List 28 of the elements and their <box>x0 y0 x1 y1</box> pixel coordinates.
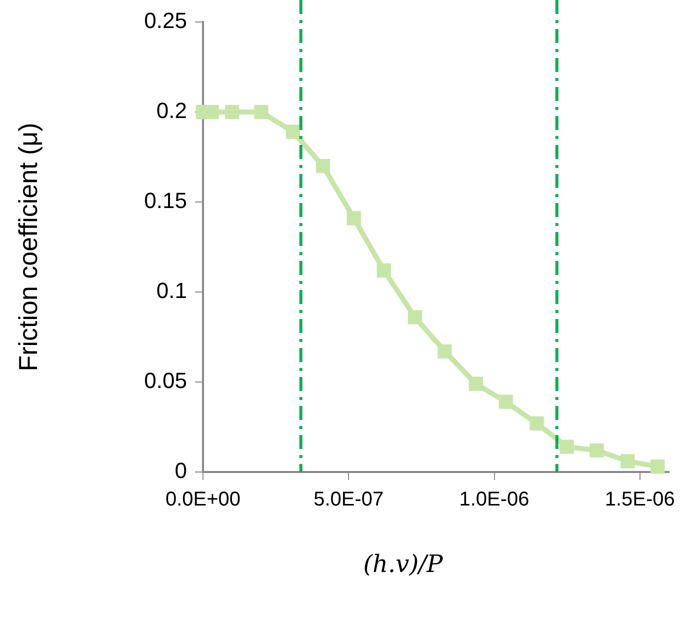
y-tick-label: 0 <box>174 458 187 484</box>
point <box>438 344 452 358</box>
point <box>590 443 604 458</box>
point <box>204 104 219 120</box>
y-axis-title: Friction coefficient (μ) <box>12 122 43 372</box>
point <box>560 440 574 454</box>
x-tick-label: 1.0E-06 <box>459 488 530 511</box>
y-tick-label: 0.1 <box>156 278 187 304</box>
y-tick-label: 0.25 <box>144 8 187 34</box>
point <box>286 124 300 139</box>
point <box>254 104 268 120</box>
point <box>346 211 361 226</box>
point <box>650 460 665 474</box>
x-tick-label: 5.0E-07 <box>314 488 384 511</box>
point <box>225 104 240 120</box>
point <box>498 394 513 409</box>
x-axis-title: (h.v)/P <box>363 550 443 578</box>
point <box>620 454 635 468</box>
y-tick-label: 0.15 <box>144 188 187 214</box>
x-tick-label: 0.0E+00 <box>165 488 241 511</box>
point <box>408 310 422 324</box>
y-tick-label: 0.2 <box>156 98 187 124</box>
point <box>316 158 330 174</box>
x-tick-label: 1.5E-06 <box>604 488 675 511</box>
y-tick-label: 0.05 <box>144 368 187 394</box>
point <box>530 416 544 430</box>
point <box>376 263 391 278</box>
point <box>468 376 483 391</box>
